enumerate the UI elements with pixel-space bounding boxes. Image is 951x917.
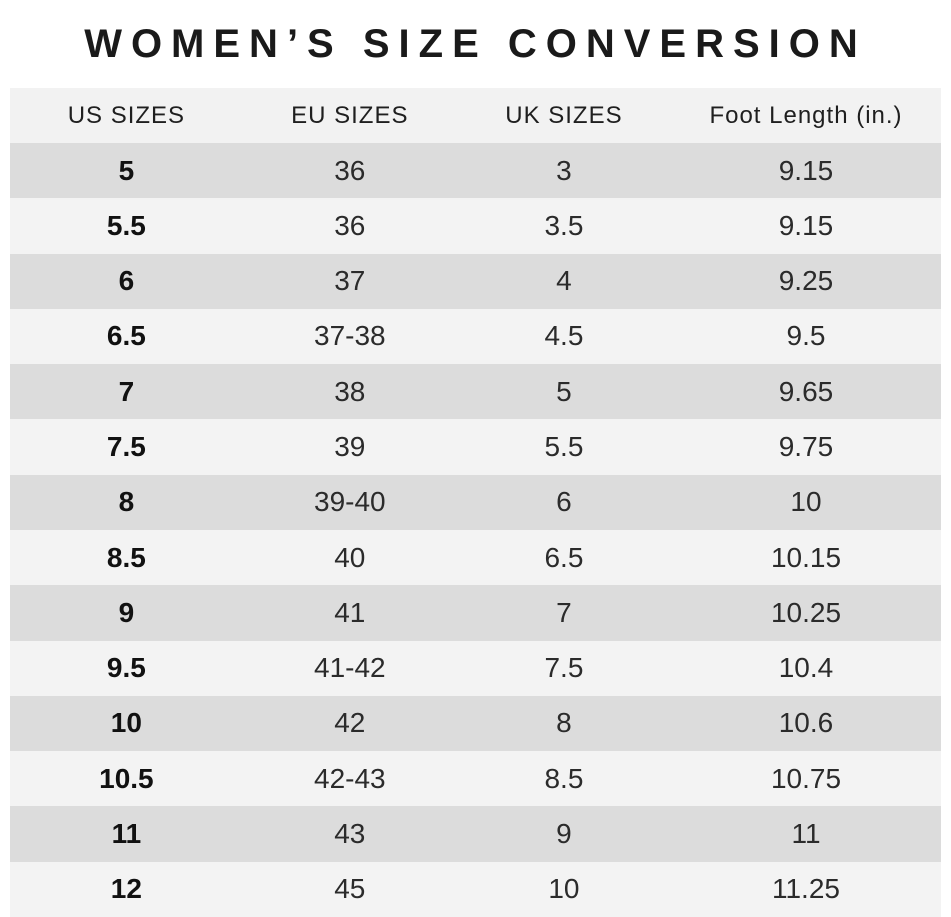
foot-length-cell: 10.25 <box>770 596 842 628</box>
foot-length-cell: 9.75 <box>778 431 834 463</box>
foot-length-cell: 10.15 <box>770 541 842 573</box>
table-row: 5.5 36 3.5 9.15 <box>10 198 941 254</box>
foot-length-cell: 9.15 <box>778 209 834 241</box>
foot-length-cell: 10.75 <box>770 762 842 794</box>
table-header-row: US SIZES EU SIZES UK SIZES Foot Length (… <box>10 88 941 143</box>
eu-size-cell: 37 <box>334 265 366 297</box>
eu-size-cell: 42-43 <box>314 762 386 794</box>
us-size-cell: 9.5 <box>106 652 146 684</box>
uk-size-cell: 8.5 <box>544 762 584 794</box>
table-row: 6.5 37-38 4.5 9.5 <box>10 308 941 365</box>
us-size-cell: 11 <box>111 818 142 850</box>
title-bar: WOMEN’S SIZE CONVERSION <box>0 0 951 88</box>
us-size-cell: 7 <box>118 375 135 407</box>
column-header-eu-sizes: EU SIZES <box>291 101 409 129</box>
uk-size-cell: 3 <box>556 154 572 186</box>
eu-size-cell: 38 <box>334 375 366 407</box>
uk-size-cell: 6.5 <box>544 541 584 573</box>
us-size-cell: 7.5 <box>106 431 146 463</box>
us-size-cell: 10 <box>110 707 142 739</box>
foot-length-cell: 10.4 <box>778 652 834 684</box>
uk-size-cell: 7.5 <box>544 652 584 684</box>
table-row: 9.5 41-42 7.5 10.4 <box>10 640 941 696</box>
uk-size-cell: 4 <box>556 265 572 297</box>
eu-size-cell: 41-42 <box>314 652 386 684</box>
us-size-cell: 10.5 <box>99 762 154 794</box>
table-row: 8.5 40 6.5 10.15 <box>10 529 941 586</box>
eu-size-cell: 43 <box>334 818 366 850</box>
uk-size-cell: 6 <box>556 486 572 518</box>
table-row: 7 38 5 9.65 <box>10 364 941 420</box>
foot-length-cell: 9.15 <box>778 154 834 186</box>
table-row: 7.5 39 5.5 9.75 <box>10 419 941 475</box>
uk-size-cell: 5.5 <box>544 431 584 463</box>
foot-length-cell: 9.5 <box>786 320 826 352</box>
us-size-cell: 5 <box>118 154 135 186</box>
table-row: 5 36 3 9.15 <box>10 143 941 199</box>
table-row: 12 45 10 11.25 <box>10 861 941 917</box>
foot-length-cell: 10.6 <box>778 707 834 739</box>
uk-size-cell: 9 <box>556 818 572 850</box>
column-header-uk-sizes: UK SIZES <box>505 101 623 129</box>
eu-size-cell: 40 <box>334 541 366 573</box>
table-row: 10.5 42-43 8.5 10.75 <box>10 751 941 807</box>
table-row: 6 37 4 9.25 <box>10 253 941 309</box>
table-row: 8 39-40 6 10 <box>10 474 941 530</box>
uk-size-cell: 10 <box>548 873 580 905</box>
uk-size-cell: 3.5 <box>544 209 584 241</box>
table-row: 11 43 9 11 <box>10 806 941 862</box>
eu-size-cell: 42 <box>334 707 366 739</box>
us-size-cell: 9 <box>118 596 135 628</box>
table-row: 10 42 8 10.6 <box>10 695 941 752</box>
uk-size-cell: 7 <box>556 596 572 628</box>
us-size-cell: 8.5 <box>106 541 146 573</box>
foot-length-cell: 10 <box>790 486 822 518</box>
foot-length-cell: 9.25 <box>778 265 834 297</box>
eu-size-cell: 36 <box>334 154 366 186</box>
eu-size-cell: 37-38 <box>314 320 386 352</box>
uk-size-cell: 5 <box>556 375 572 407</box>
uk-size-cell: 4.5 <box>544 320 584 352</box>
eu-size-cell: 39-40 <box>314 486 386 518</box>
eu-size-cell: 36 <box>334 209 366 241</box>
foot-length-cell: 11 <box>791 818 821 850</box>
page-title: WOMEN’S SIZE CONVERSION <box>84 21 867 66</box>
us-size-cell: 6 <box>118 265 135 297</box>
eu-size-cell: 45 <box>334 873 366 905</box>
column-header-us-sizes: US SIZES <box>67 101 186 129</box>
us-size-cell: 8 <box>118 486 135 518</box>
eu-size-cell: 39 <box>334 431 366 463</box>
us-size-cell: 5.5 <box>106 209 146 241</box>
table-body: 5 36 3 9.15 5.5 36 3.5 9.15 6 37 4 9.25 … <box>10 143 941 917</box>
us-size-cell: 6.5 <box>106 320 146 352</box>
column-header-foot-length: Foot Length (in.) <box>709 101 903 129</box>
uk-size-cell: 8 <box>556 707 572 739</box>
us-size-cell: 12 <box>110 873 142 905</box>
foot-length-cell: 9.65 <box>778 375 834 407</box>
eu-size-cell: 41 <box>334 596 366 628</box>
size-conversion-table: US SIZES EU SIZES UK SIZES Foot Length (… <box>10 88 941 917</box>
foot-length-cell: 11.25 <box>771 873 840 905</box>
table-row: 9 41 7 10.25 <box>10 585 941 641</box>
